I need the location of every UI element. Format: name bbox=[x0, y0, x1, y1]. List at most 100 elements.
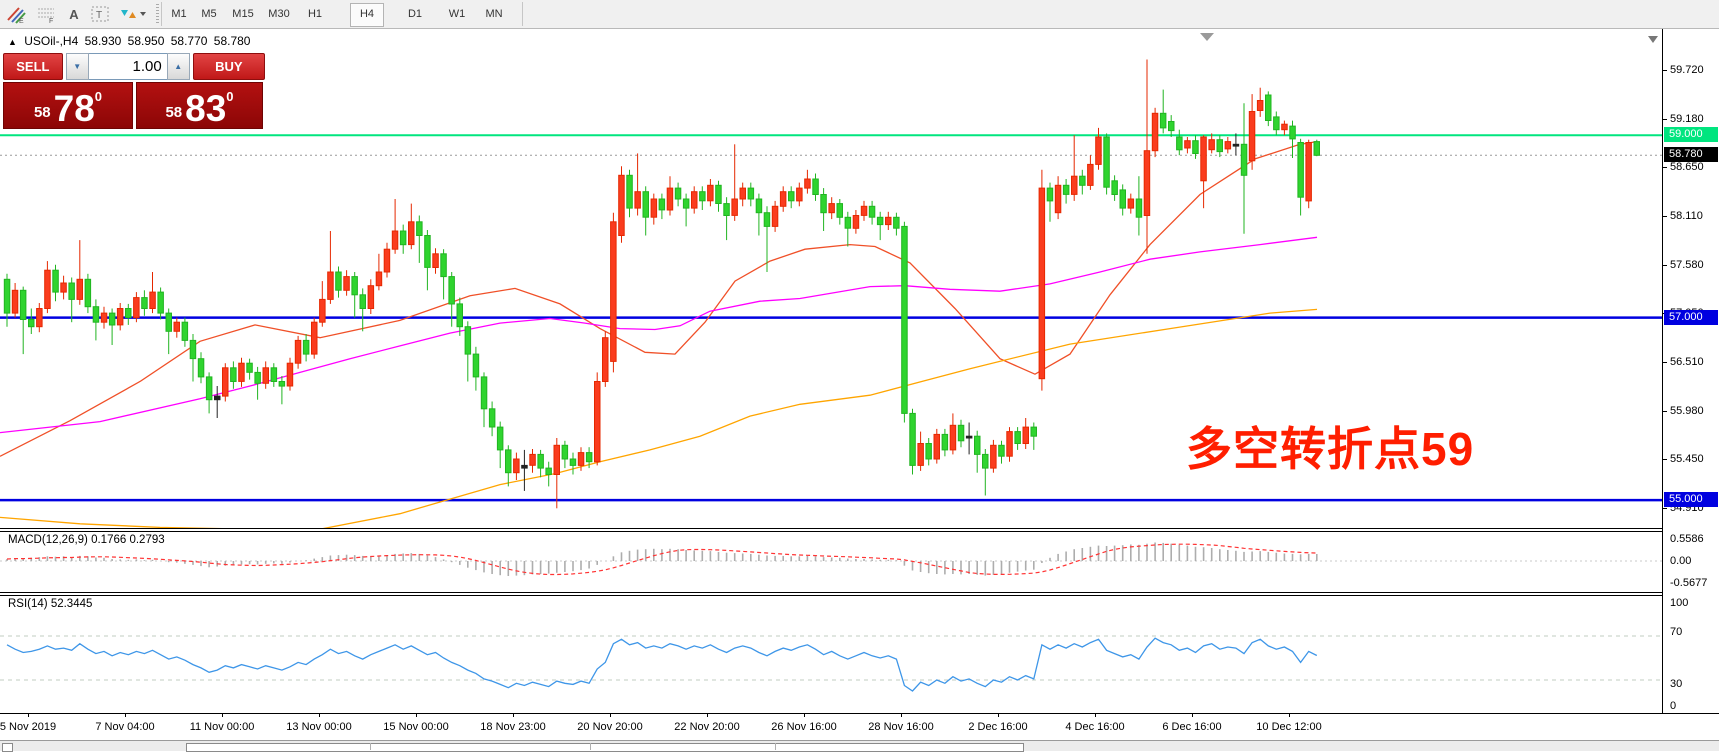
macd-axis-label: -0.5677 bbox=[1670, 577, 1708, 589]
price-axis[interactable]: 59.72059.18058.65058.11057.58057.05056.5… bbox=[1662, 29, 1719, 741]
bottom-strip-tick bbox=[590, 743, 591, 750]
macd-axis-label: 0.5586 bbox=[1670, 533, 1704, 545]
macd-signal-line bbox=[6, 543, 1317, 576]
buy-button[interactable]: BUY bbox=[192, 53, 265, 80]
buy-price-pips: 83 bbox=[185, 87, 227, 129]
tab-h4[interactable]: H4 bbox=[350, 3, 384, 27]
volume-increase-button[interactable]: ▲ bbox=[166, 53, 190, 80]
price-marker: 55.000 bbox=[1664, 492, 1718, 508]
sell-price-whole: 58 bbox=[33, 104, 51, 121]
time-label: 18 Nov 23:00 bbox=[480, 721, 546, 733]
rsi-panel[interactable] bbox=[0, 594, 1662, 713]
price-marker: 57.000 bbox=[1664, 309, 1718, 325]
axis-tick-label: 58.110 bbox=[1670, 210, 1703, 223]
time-tick bbox=[222, 714, 223, 717]
svg-text:T: T bbox=[96, 10, 102, 21]
axis-tick bbox=[1663, 459, 1667, 460]
time-label: 20 Nov 20:00 bbox=[577, 721, 643, 733]
time-tick bbox=[804, 714, 805, 717]
time-tick bbox=[319, 714, 320, 717]
time-tick bbox=[28, 714, 29, 717]
time-label: 15 Nov 00:00 bbox=[383, 721, 449, 733]
bottom-window-strip bbox=[0, 740, 1719, 752]
time-label: 4 Dec 16:00 bbox=[1065, 721, 1125, 733]
tab-mn[interactable]: MN bbox=[485, 8, 503, 20]
bottom-strip-box bbox=[2, 743, 13, 752]
indicator-grid-icon[interactable]: F bbox=[34, 3, 58, 25]
time-label: 7 Nov 04:00 bbox=[95, 721, 155, 733]
volume-decrease-button[interactable]: ▼ bbox=[65, 53, 89, 80]
price-marker: 58.780 bbox=[1664, 147, 1718, 163]
arrow-objects-icon[interactable] bbox=[116, 3, 148, 25]
axis-tick-label: 59.720 bbox=[1670, 63, 1704, 76]
annotation-text[interactable]: 多空转折点59 bbox=[1186, 423, 1475, 475]
fast-ma bbox=[0, 140, 1318, 457]
time-label: 5 Nov 2019 bbox=[0, 721, 57, 733]
rsi-line bbox=[6, 637, 1318, 692]
tab-m15[interactable]: M15 bbox=[232, 8, 254, 20]
tab-m1[interactable]: M1 bbox=[171, 8, 187, 20]
macd-panel[interactable] bbox=[0, 531, 1662, 591]
sell-button[interactable]: SELL bbox=[3, 53, 63, 80]
time-label: 11 Nov 00:00 bbox=[189, 721, 255, 733]
bottom-strip-tick bbox=[775, 743, 776, 750]
tab-d1[interactable]: D1 bbox=[407, 8, 423, 20]
toolbar-separator-2 bbox=[522, 2, 523, 26]
sell-price-display[interactable]: 58 78 0 bbox=[3, 82, 133, 129]
svg-text:E: E bbox=[19, 18, 24, 24]
time-tick bbox=[125, 714, 126, 717]
buy-price-display[interactable]: 58 83 0 bbox=[136, 82, 263, 129]
time-tick bbox=[1289, 714, 1290, 717]
axis-tick bbox=[1663, 69, 1667, 71]
axis-tick-label: 56.510 bbox=[1670, 356, 1704, 369]
axis-tick bbox=[1663, 264, 1667, 266]
price-marker: 59.000 bbox=[1664, 127, 1718, 143]
time-label: 6 Dec 16:00 bbox=[1162, 721, 1222, 733]
toolbar-drag-handle[interactable] bbox=[156, 4, 159, 24]
bottom-strip-bar bbox=[186, 743, 1024, 752]
macd-histogram bbox=[6, 542, 1318, 576]
macd-panel-separator[interactable] bbox=[0, 528, 1662, 532]
axis-tick-label: 59.180 bbox=[1670, 112, 1704, 125]
chart-window: ▲ USOil-,H4 58.930 58.950 58.770 58.780 … bbox=[0, 28, 1719, 742]
axis-tick bbox=[1663, 216, 1667, 218]
text-box-icon[interactable]: T bbox=[88, 3, 112, 25]
time-label: 13 Nov 00:00 bbox=[286, 721, 352, 733]
axis-tick bbox=[1663, 118, 1667, 120]
text-label-icon[interactable]: A bbox=[69, 6, 79, 22]
axis-tick bbox=[1663, 362, 1667, 364]
quote-open: 58.930 bbox=[84, 34, 122, 48]
time-axis[interactable]: 5 Nov 2019 7 Nov 04:00 11 Nov 00:00 13 Nov … bbox=[0, 713, 1719, 742]
axis-tick bbox=[1663, 410, 1667, 412]
medium-ma bbox=[0, 236, 1318, 434]
time-label: 10 Dec 12:00 bbox=[1256, 721, 1322, 733]
draw-pencils-icon[interactable]: E bbox=[4, 3, 28, 25]
tab-m5[interactable]: M5 bbox=[201, 8, 217, 20]
scroll-end-icon bbox=[1648, 36, 1658, 43]
axis-tick-label: 58.650 bbox=[1670, 161, 1704, 174]
rsi-panel-separator[interactable] bbox=[0, 592, 1662, 596]
bottom-strip-tick bbox=[370, 743, 371, 750]
rsi-axis-label: 0 bbox=[1670, 700, 1677, 712]
time-label: 28 Nov 16:00 bbox=[868, 721, 934, 733]
tab-m30[interactable]: M30 bbox=[268, 8, 290, 20]
macd-axis-label: 0.00 bbox=[1670, 555, 1692, 567]
rsi-axis-label: 100 bbox=[1670, 597, 1689, 609]
quote-high: 58.950 bbox=[127, 34, 165, 48]
tab-h1[interactable]: H1 bbox=[307, 8, 323, 20]
sell-price-fraction: 0 bbox=[94, 89, 103, 104]
tab-w1[interactable]: W1 bbox=[448, 8, 466, 20]
chart-shift-icon bbox=[1200, 33, 1214, 41]
time-label: 22 Nov 20:00 bbox=[674, 721, 740, 733]
time-tick bbox=[610, 714, 611, 717]
buy-price-fraction: 0 bbox=[226, 89, 234, 104]
time-label: 2 Dec 16:00 bbox=[968, 721, 1028, 733]
volume-input[interactable] bbox=[88, 53, 167, 80]
candlestick-chart[interactable] bbox=[0, 30, 1662, 528]
time-label: 26 Nov 16:00 bbox=[771, 721, 837, 733]
axis-tick bbox=[1663, 508, 1667, 510]
axis-tick-label: 55.980 bbox=[1670, 404, 1704, 417]
quote-header: ▲ USOil-,H4 58.930 58.950 58.770 58.780 bbox=[8, 34, 253, 48]
trade-panel: SELL ▼ ▲ BUY 58 78 0 58 83 0 bbox=[3, 53, 265, 129]
time-tick bbox=[998, 714, 999, 717]
